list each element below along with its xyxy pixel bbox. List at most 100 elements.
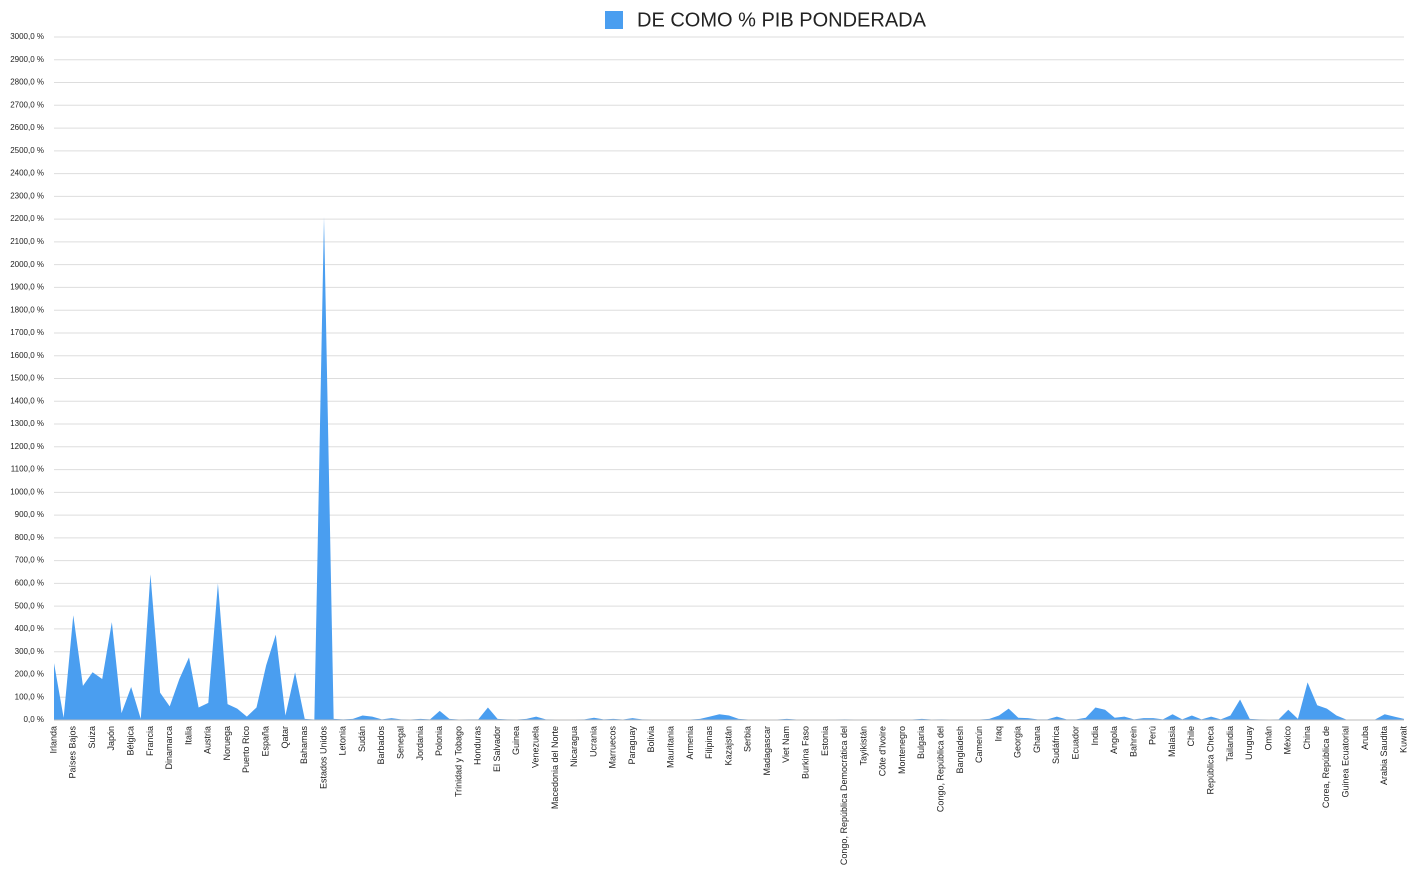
y-tick-label: 1600,0 %: [10, 351, 44, 360]
x-tick-label: Angola: [1109, 726, 1119, 754]
x-tick-label: Honduras: [473, 726, 483, 766]
y-tick-label: 100,0 %: [15, 692, 44, 701]
x-tick-label: Bahrein: [1128, 726, 1138, 757]
x-tick-label: Bulgaria: [916, 726, 926, 759]
x-tick-label: Filipinas: [704, 726, 714, 760]
x-tick-label: Italia: [183, 726, 193, 745]
y-tick-label: 800,0 %: [15, 533, 44, 542]
y-tick-label: 500,0 %: [15, 601, 44, 610]
y-tick-label: 2600,0 %: [10, 123, 44, 132]
x-tick-label: Irlanda: [48, 726, 58, 754]
y-tick-label: 1400,0 %: [10, 396, 44, 405]
x-tick-label: Letonia: [338, 726, 348, 756]
x-tick-label: Macedonia del Norte: [550, 726, 560, 809]
x-tick-label: Montenegro: [897, 726, 907, 774]
x-tick-label: Tayikistán: [858, 726, 868, 766]
y-tick-label: 1500,0 %: [10, 374, 44, 383]
x-tick-label: Sudáfrica: [1051, 726, 1061, 764]
x-tick-label: República Checa: [1206, 726, 1216, 795]
y-tick-label: 1900,0 %: [10, 283, 44, 292]
x-tick-label: Viet Nam: [781, 726, 791, 763]
y-tick-label: 2500,0 %: [10, 146, 44, 155]
x-tick-label: Tailandia: [1225, 726, 1235, 762]
x-tick-label: Venezuela: [531, 726, 541, 768]
x-tick-label: Uruguay: [1244, 726, 1254, 761]
x-tick-label: Armenia: [685, 726, 695, 760]
y-tick-label: 1200,0 %: [10, 442, 44, 451]
y-tick-label: 1300,0 %: [10, 419, 44, 428]
x-tick-label: Puerto Rico: [241, 726, 251, 773]
x-tick-label: Nicaragua: [569, 726, 579, 767]
x-tick-label: Países Bajos: [68, 726, 78, 779]
x-tick-label: Kuwait: [1398, 726, 1408, 754]
y-tick-label: 1000,0 %: [10, 487, 44, 496]
y-tick-label: 2700,0 %: [10, 100, 44, 109]
x-tick-label: Bahamas: [299, 726, 309, 765]
y-tick-label: 2300,0 %: [10, 191, 44, 200]
x-tick-label: Perú: [1148, 726, 1158, 745]
x-tick-label: Marruecos: [608, 726, 618, 769]
x-tick-label: Qatar: [280, 726, 290, 749]
x-tick-label: Burkina Faso: [801, 726, 811, 779]
y-tick-label: 1100,0 %: [11, 465, 44, 474]
x-tick-label: España: [261, 726, 271, 757]
x-tick-label: Camerún: [974, 726, 984, 763]
y-tick-label: 2100,0 %: [10, 237, 44, 246]
y-tick-label: 2000,0 %: [10, 260, 44, 269]
x-tick-label: Bolivia: [646, 726, 656, 753]
area: [54, 216, 1404, 720]
x-tick-label: Chile: [1186, 726, 1196, 747]
x-tick-label: Paraguay: [627, 726, 637, 765]
x-tick-label: Japón: [106, 726, 116, 751]
y-tick-label: 3000,0 %: [10, 32, 44, 41]
x-tick-label: Jordania: [415, 726, 425, 761]
x-tick-label: Estados Unidos: [318, 726, 328, 790]
x-tick-label: Guinea: [511, 726, 521, 755]
y-tick-label: 1700,0 %: [10, 328, 44, 337]
x-tick-label: Ghana: [1032, 726, 1042, 753]
x-tick-label: Senegal: [396, 726, 406, 759]
x-tick-label: Francia: [145, 726, 155, 756]
y-tick-label: 400,0 %: [15, 624, 44, 633]
x-tick-label: Suiza: [87, 726, 97, 749]
x-tick-label: Corea, República de: [1321, 726, 1331, 808]
y-tick-label: 700,0 %: [15, 556, 44, 565]
y-tick-label: 2900,0 %: [10, 55, 44, 64]
x-tick-label: Polonia: [434, 726, 444, 756]
x-tick-label: Barbados: [376, 726, 386, 765]
x-tick-label: China: [1302, 726, 1312, 750]
x-tick-label: Noruega: [222, 726, 232, 761]
x-tick-label: Trinidad y Tobago: [453, 726, 463, 797]
x-tick-label: Dinamarca: [164, 726, 174, 770]
y-tick-label: 2200,0 %: [10, 214, 44, 223]
x-tick-label: Congo, República del: [936, 726, 946, 812]
y-tick-label: 1800,0 %: [10, 305, 44, 314]
x-tick-label: Omán: [1263, 726, 1273, 751]
x-tick-label: Bélgica: [126, 726, 136, 756]
x-tick-label: Malasia: [1167, 726, 1177, 757]
x-tick-label: Madagascar: [762, 726, 772, 776]
y-tick-label: 600,0 %: [15, 579, 44, 588]
x-tick-label: México: [1283, 726, 1293, 755]
x-tick-label: Mauritania: [666, 726, 676, 768]
y-tick-label: 300,0 %: [15, 647, 44, 656]
x-tick-label: Guinea Ecuatorial: [1341, 726, 1351, 798]
x-tick-label: Arabia Saudita: [1379, 726, 1389, 785]
x-tick-label: Georgia: [1013, 726, 1023, 758]
x-tick-label: Ecuador: [1071, 726, 1081, 760]
legend-label: DE COMO % PIB PONDERADA: [637, 9, 927, 31]
y-tick-label: 2800,0 %: [10, 78, 44, 87]
x-tick-label: Austria: [203, 726, 213, 754]
legend-swatch: [605, 11, 623, 29]
x-tick-label: Congo, República Democrática del: [839, 726, 849, 865]
y-tick-label: 200,0 %: [15, 670, 44, 679]
x-tick-label: Ucrania: [588, 726, 598, 757]
x-tick-label: Kazajstán: [723, 726, 733, 766]
x-tick-label: Bangladesh: [955, 726, 965, 774]
x-tick-label: Sudán: [357, 726, 367, 752]
x-tick-label: El Salvador: [492, 726, 502, 772]
y-tick-label: 2400,0 %: [10, 169, 44, 178]
x-tick-label: Côte d'Ivoire: [878, 726, 888, 776]
x-tick-label: Estonia: [820, 726, 830, 756]
